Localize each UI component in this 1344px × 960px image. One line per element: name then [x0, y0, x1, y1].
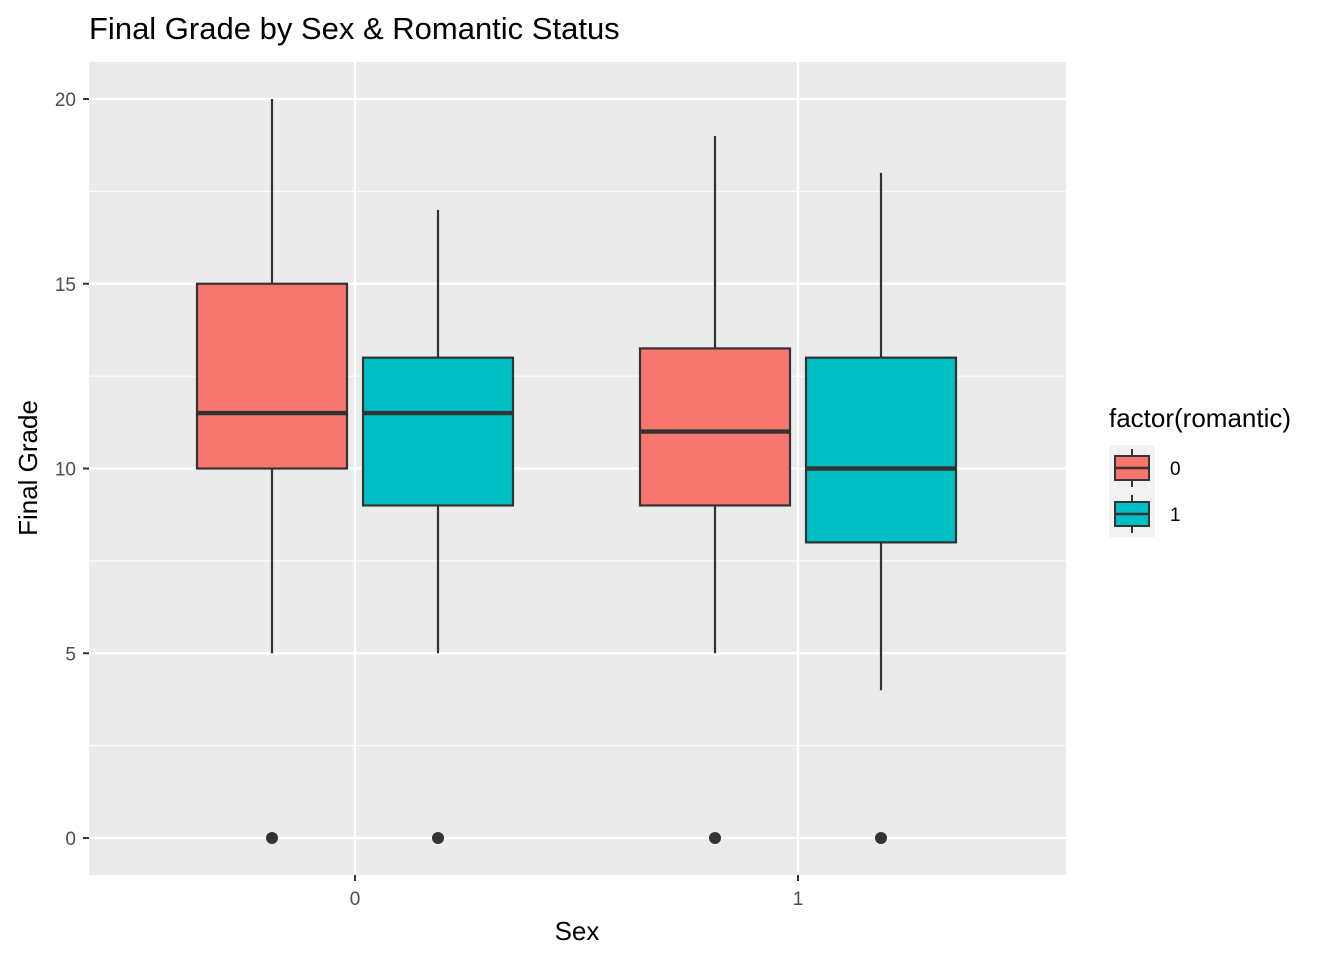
y-tick-label: 15	[55, 275, 76, 296]
box-body	[361, 356, 515, 507]
box-0-sex-0	[195, 99, 349, 844]
box-1-sex-0	[361, 209, 515, 844]
y-axis: 0 5 10 15 20	[55, 90, 89, 850]
legend-title: factor(romantic)	[1109, 403, 1291, 433]
chart-title: Final Grade by Sex & Romantic Status	[89, 11, 620, 46]
outlier-point	[875, 832, 887, 844]
legend-key-1: 1	[1109, 491, 1181, 537]
box-0-sex-1	[638, 135, 792, 844]
x-tick-label: 0	[350, 889, 361, 910]
legend-keys: 01	[1109, 445, 1181, 537]
outlier-point	[709, 832, 721, 844]
y-axis-title: Final Grade	[13, 400, 43, 536]
box-1-sex-1	[804, 172, 958, 844]
legend-label: 0	[1170, 459, 1181, 480]
y-tick-label: 20	[55, 90, 76, 111]
boxes-layer	[195, 99, 958, 844]
outlier-point	[432, 832, 444, 844]
outlier-point	[266, 832, 278, 844]
x-axis-title: Sex	[555, 916, 600, 946]
y-tick-label: 5	[65, 644, 76, 665]
box-body	[638, 347, 792, 507]
legend-label: 1	[1170, 505, 1181, 526]
box-body	[804, 356, 958, 544]
x-tick-label: 1	[793, 889, 804, 910]
y-tick-label: 0	[65, 829, 76, 850]
box-body	[195, 282, 349, 470]
legend-key-0: 0	[1109, 445, 1181, 491]
y-tick-label: 10	[55, 460, 76, 481]
legend: factor(romantic) 01	[1109, 403, 1291, 537]
